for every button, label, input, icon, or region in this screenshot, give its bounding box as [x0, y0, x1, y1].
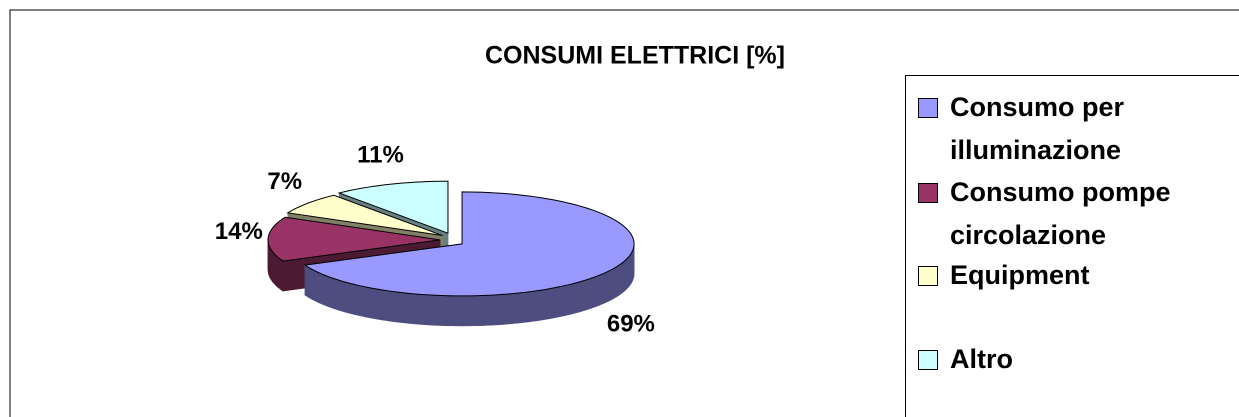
side-face	[528, 290, 536, 323]
side-face	[613, 266, 617, 300]
data-label: 11%	[357, 142, 404, 169]
side-face	[314, 270, 319, 303]
side-face	[325, 275, 331, 308]
legend-label: Consumo pompe circolazione	[950, 177, 1171, 250]
side-face	[552, 286, 560, 319]
slice-top	[303, 191, 635, 297]
slice-top	[286, 194, 443, 237]
side-face	[502, 293, 510, 325]
side-face	[401, 292, 409, 324]
side-face	[359, 285, 367, 318]
slice-top	[337, 180, 449, 234]
side-face	[279, 258, 284, 292]
data-label: 14%	[215, 218, 263, 245]
legend-swatch	[918, 266, 938, 286]
side-face	[609, 268, 614, 301]
side-face	[330, 276, 336, 310]
side-face	[540, 288, 548, 321]
side-face	[310, 268, 315, 302]
side-face	[317, 271, 323, 305]
side-face	[349, 282, 356, 315]
side-face	[339, 279, 345, 313]
side-face	[377, 288, 384, 321]
side-face	[275, 254, 279, 288]
side-face	[383, 289, 390, 322]
legend-swatch	[918, 98, 938, 118]
side-face	[428, 294, 436, 326]
side-face	[564, 284, 571, 317]
legend-swatch	[918, 350, 938, 370]
side-face	[534, 289, 542, 322]
side-face	[307, 266, 312, 300]
side-face	[621, 260, 625, 294]
legend: Consumo per illuminazione Consumo pompe c…	[905, 75, 1239, 417]
side-face	[354, 284, 361, 317]
side-face	[522, 291, 530, 323]
side-face	[593, 275, 599, 308]
side-face	[395, 291, 403, 323]
side-face	[334, 278, 340, 311]
slice-top	[267, 216, 441, 262]
side-face	[434, 294, 443, 326]
side-face	[344, 281, 350, 314]
data-label: 7%	[267, 168, 302, 195]
side-face	[277, 256, 281, 290]
side-face	[606, 269, 611, 303]
side-face	[616, 264, 620, 298]
side-face	[462, 295, 470, 327]
side-face	[455, 295, 463, 327]
side-face	[408, 293, 416, 325]
legend-label: Consumo per illuminazione	[950, 92, 1125, 165]
side-face	[468, 295, 477, 327]
side-face	[475, 295, 484, 327]
side-face	[321, 273, 327, 307]
side-face	[371, 287, 378, 320]
legend-swatch	[918, 183, 938, 203]
legend-label: Altro	[950, 344, 1013, 374]
side-face	[624, 258, 627, 292]
chart-title: CONSUMI ELETTRICI [%]	[485, 42, 785, 70]
side-face	[558, 285, 565, 318]
side-face	[482, 294, 490, 326]
side-face	[598, 273, 603, 307]
side-face	[496, 294, 504, 326]
side-face	[489, 294, 497, 326]
side-face	[515, 292, 523, 324]
side-face	[584, 278, 591, 311]
side-face	[574, 281, 581, 314]
legend-label: Equipment	[950, 260, 1090, 290]
side-face	[619, 262, 623, 296]
side-face	[389, 290, 397, 323]
side-face	[579, 279, 586, 313]
side-face	[304, 264, 309, 298]
side-face	[509, 292, 517, 325]
side-face	[448, 295, 456, 327]
side-face	[602, 271, 607, 305]
side-face	[569, 282, 576, 315]
side-face	[414, 293, 423, 325]
side-face	[365, 286, 372, 319]
side-face	[589, 276, 595, 310]
data-label: 69%	[607, 310, 655, 337]
side-face	[546, 287, 554, 320]
side-face	[441, 295, 450, 327]
side-face	[421, 294, 429, 326]
